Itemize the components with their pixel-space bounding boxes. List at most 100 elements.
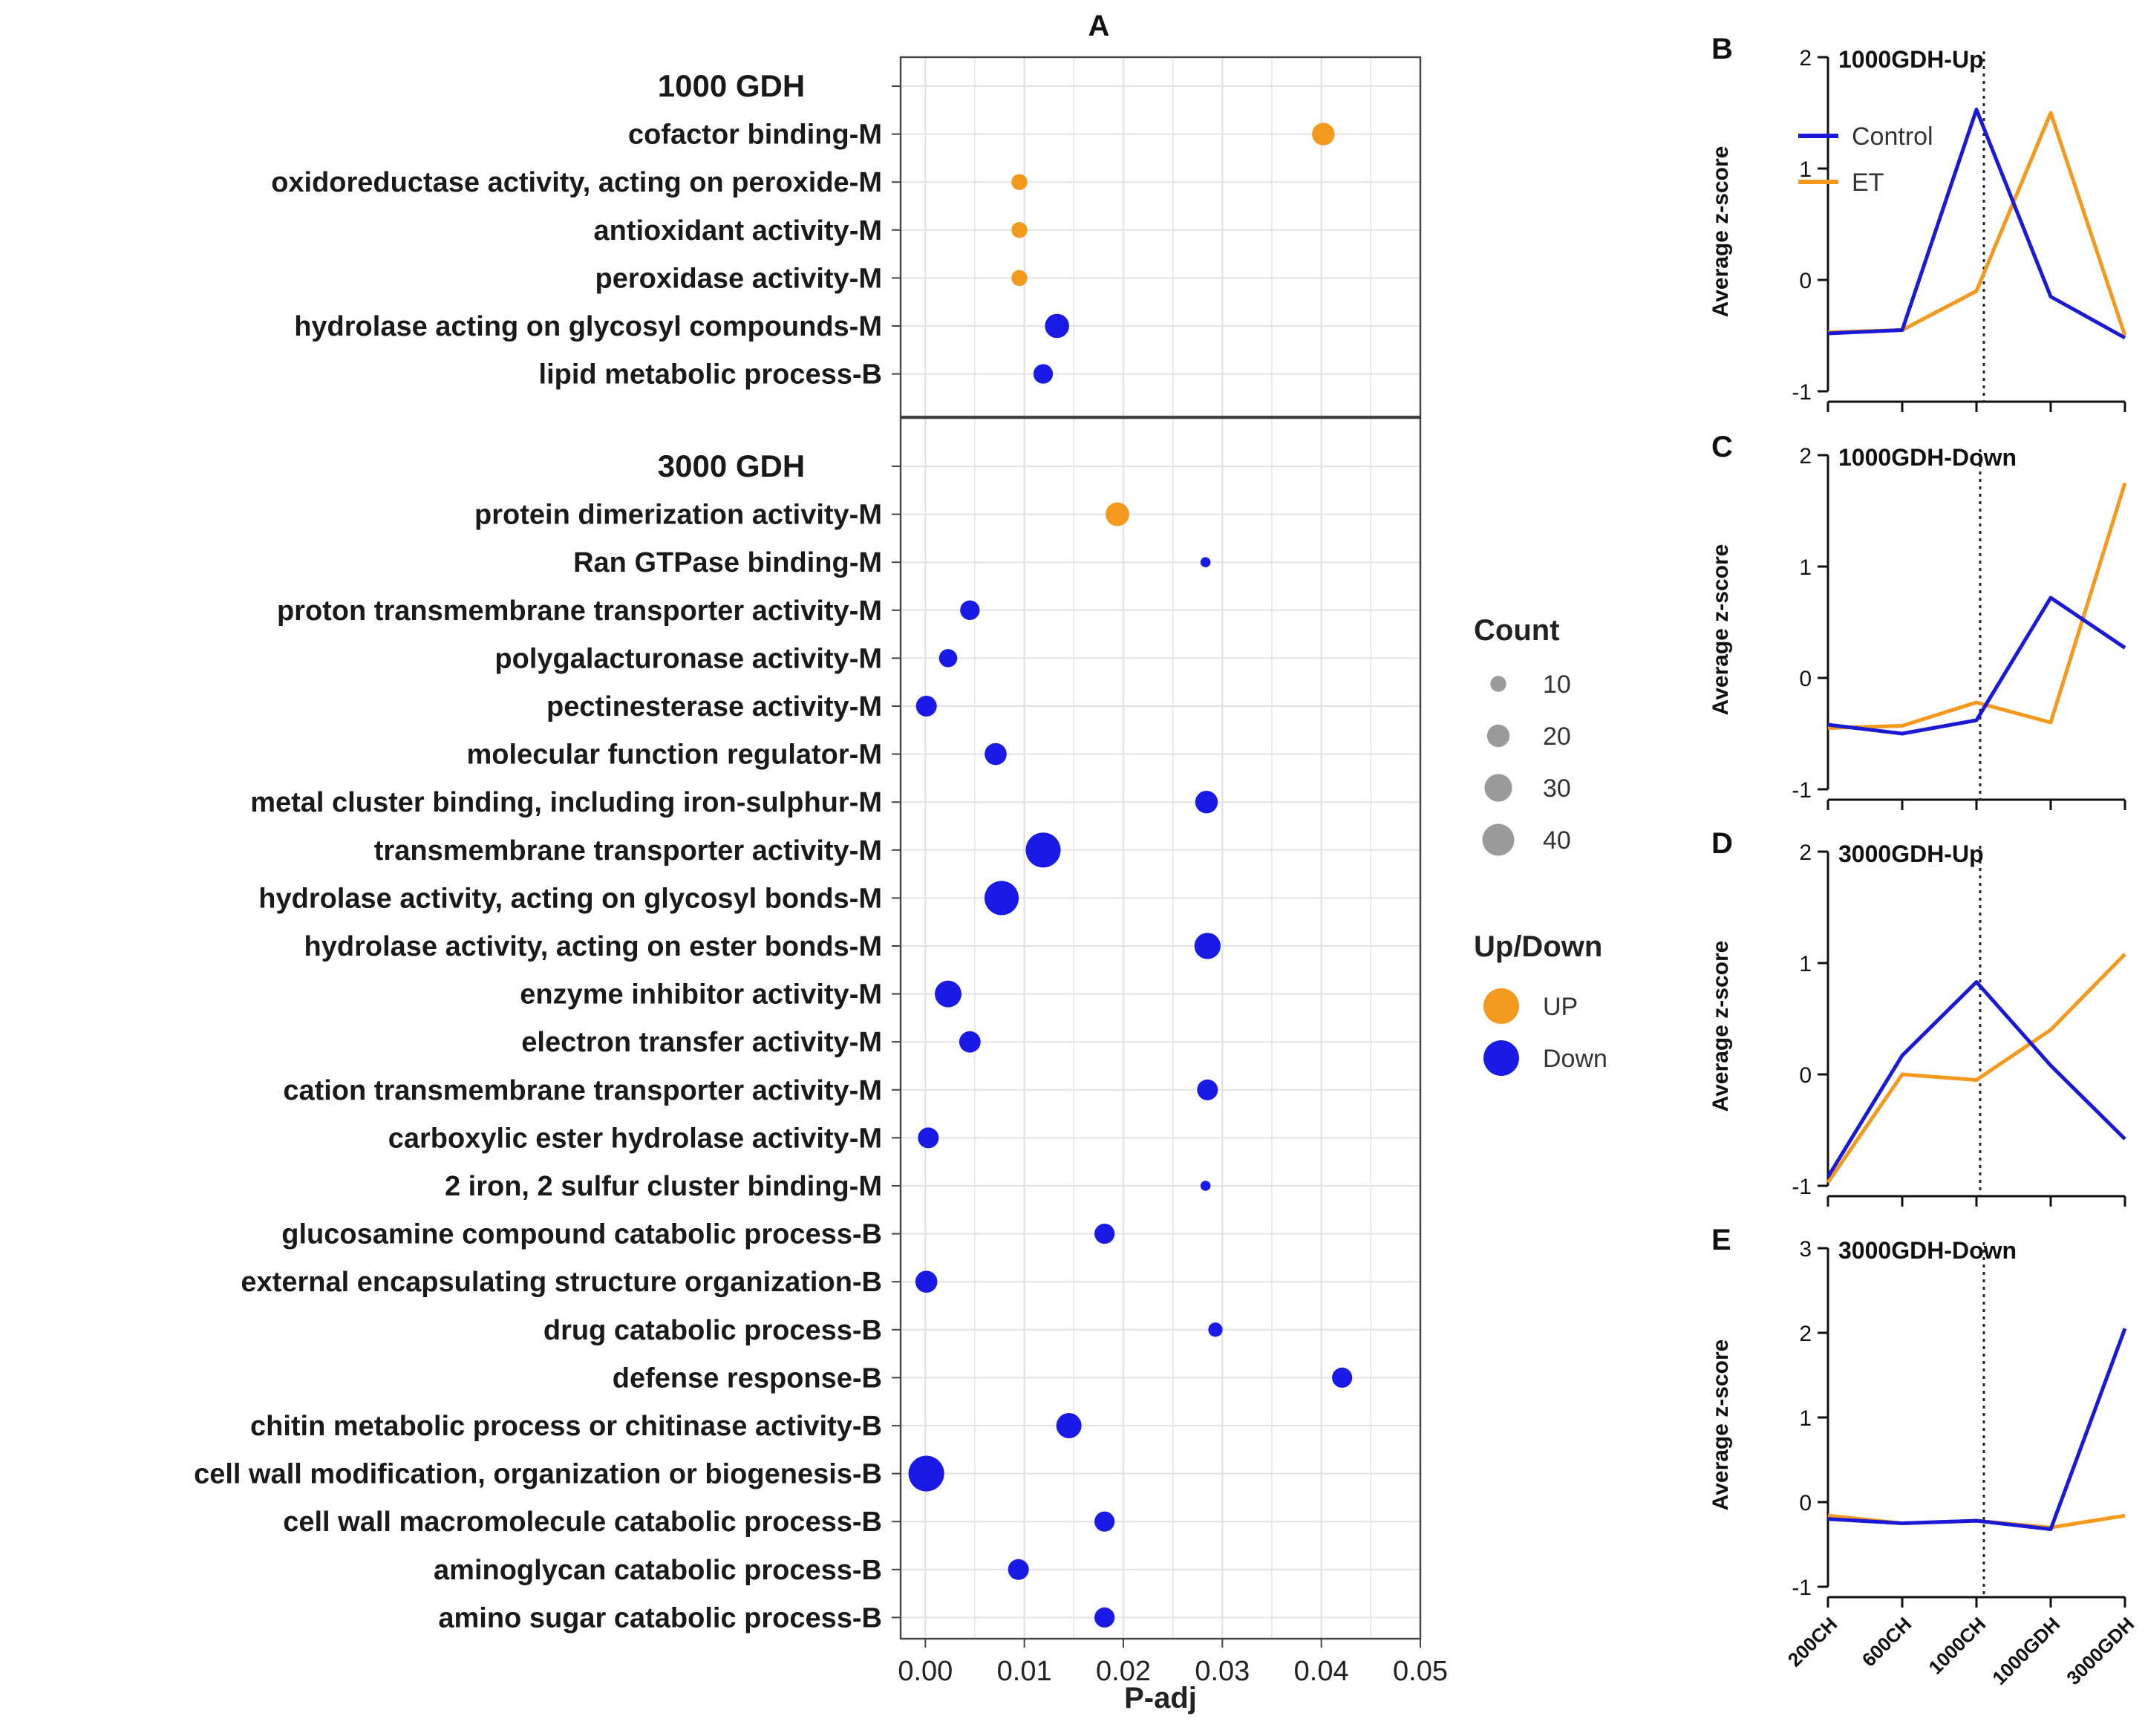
panel-letter-a: A — [1088, 10, 1110, 42]
term-label: 2 iron, 2 sulfur cluster binding-M — [445, 1171, 882, 1202]
dot-point — [1106, 502, 1129, 526]
legend-count-title: Count — [1474, 614, 1560, 647]
x-axis-label: P-adj — [1124, 1682, 1197, 1714]
term-label: aminoglycan catabolic process-B — [434, 1555, 882, 1586]
dot-point — [1008, 1559, 1029, 1580]
y-tick-label: 1 — [1799, 555, 1812, 580]
y-tick-label: 0 — [1799, 1063, 1812, 1088]
dot-point — [1094, 1607, 1115, 1628]
dot-point — [1056, 1413, 1082, 1438]
legend-dir-label: Down — [1543, 1045, 1607, 1073]
dot-point — [1033, 364, 1054, 384]
series-line-control — [1827, 108, 2126, 340]
dot-point — [1094, 1224, 1115, 1244]
y-tick-label: 2 — [1799, 444, 1812, 469]
panel-title: 1000GDH-Up — [1838, 46, 1984, 73]
term-label: hydrolase activity, acting on ester bond… — [304, 931, 882, 962]
panel-title: 3000GDH-Down — [1838, 1237, 2017, 1264]
y-tick-label: 1 — [1799, 952, 1812, 976]
facet-3000gdh-bg — [901, 418, 1420, 1639]
panel-letter: B — [1711, 33, 1733, 65]
series-line-et — [1827, 482, 2127, 730]
term-label: cell wall modification, organization or … — [194, 1459, 882, 1490]
dot-point — [1194, 933, 1221, 959]
legend-dir-swatch — [1483, 988, 1519, 1024]
y-tick-label: -1 — [1792, 1576, 1812, 1600]
y-tick-label: 0 — [1799, 667, 1812, 691]
dot-point — [1011, 270, 1028, 287]
dot-point — [1208, 1322, 1223, 1337]
series-line-control — [1827, 595, 2126, 736]
y-tick-label: 2 — [1799, 46, 1812, 71]
y-tick-label: 2 — [1799, 1322, 1812, 1346]
y-tick-label: 0 — [1799, 269, 1812, 293]
panel-letter: C — [1711, 431, 1733, 463]
legend-size-label: 10 — [1543, 670, 1571, 699]
term-label: cofactor binding-M — [628, 120, 882, 151]
panel-letter: D — [1711, 827, 1733, 860]
x-tick-label: 0.01 — [997, 1656, 1052, 1687]
group-label: 3000 GDH — [658, 448, 805, 483]
dot-point — [1195, 790, 1218, 814]
term-label: Ran GTPase binding-M — [573, 547, 882, 578]
dot-point — [908, 1455, 944, 1492]
y-tick-label: 1 — [1799, 157, 1812, 182]
term-label: defense response-B — [613, 1363, 882, 1394]
legend-size-label: 20 — [1543, 722, 1571, 751]
legend-size-label: 30 — [1543, 774, 1571, 803]
dot-point — [1045, 313, 1069, 339]
dot-point — [1200, 1181, 1211, 1191]
term-label: proton transmembrane transporter activit… — [277, 595, 882, 627]
dot-point — [985, 743, 1007, 766]
dot-point — [959, 1031, 981, 1053]
y-tick-label: 3 — [1799, 1237, 1812, 1262]
legend-size-swatch — [1484, 774, 1512, 802]
term-label: transmembrane transporter activity-M — [374, 835, 882, 867]
term-label: glucosamine compound catabolic process-B — [281, 1219, 882, 1250]
dot-point — [915, 1270, 938, 1293]
legend-series-label: ET — [1852, 169, 1884, 197]
facet-1000gdh-bg — [901, 57, 1420, 417]
term-label: hydrolase activity, acting on glycosyl b… — [258, 883, 882, 914]
dot-point — [1332, 1367, 1353, 1388]
series-line-control — [1827, 1328, 2127, 1531]
term-label: peroxidase activity-M — [595, 263, 882, 294]
panel-letter: E — [1711, 1224, 1731, 1256]
y-axis-label: Average z-score — [1708, 941, 1733, 1112]
term-label: electron transfer activity-M — [521, 1027, 882, 1058]
y-tick-label: 0 — [1799, 1491, 1812, 1515]
term-label: chitin metabolic process or chitinase ac… — [250, 1411, 882, 1442]
dot-point — [935, 980, 962, 1008]
term-label: carboxylic ester hydrolase activity-M — [388, 1123, 882, 1154]
dot-point — [1197, 1079, 1218, 1100]
legend-dir-label: UP — [1543, 993, 1578, 1021]
term-label: oxidoreductase activity, acting on perox… — [271, 167, 882, 198]
y-axis-label: Average z-score — [1708, 544, 1733, 716]
y-tick-label: 2 — [1799, 841, 1812, 865]
panel-title: 1000GDH-Down — [1838, 444, 2017, 471]
dot-point — [915, 695, 937, 717]
legend-size-swatch — [1490, 676, 1506, 692]
term-label: polygalacturonase activity-M — [494, 643, 882, 674]
series-line-et — [1826, 953, 2126, 1184]
y-tick-label: -1 — [1792, 1175, 1812, 1199]
term-label: protein dimerization activity-M — [474, 500, 882, 531]
legend-size-swatch — [1482, 823, 1515, 856]
term-label: cell wall macromolecule catabolic proces… — [283, 1507, 882, 1538]
x-tick-label: 0.04 — [1294, 1656, 1349, 1687]
term-label: metal cluster binding, including iron-su… — [250, 787, 882, 818]
dot-point — [918, 1127, 939, 1149]
x-tick-label: 0.03 — [1195, 1656, 1250, 1687]
y-tick-label: -1 — [1792, 778, 1812, 803]
legend-dir-title: Up/Down — [1474, 930, 1602, 963]
facet-3000gdh-border — [899, 417, 1422, 1640]
term-label: lipid metabolic process-B — [539, 359, 882, 391]
term-label: amino sugar catabolic process-B — [438, 1602, 882, 1634]
y-tick-label: 1 — [1799, 1406, 1812, 1431]
legend-series-label: Control — [1852, 123, 1933, 151]
y-axis-label: Average z-score — [1708, 1339, 1733, 1511]
dot-point — [938, 649, 958, 668]
dot-point — [1025, 832, 1061, 868]
dot-point — [1011, 174, 1028, 190]
